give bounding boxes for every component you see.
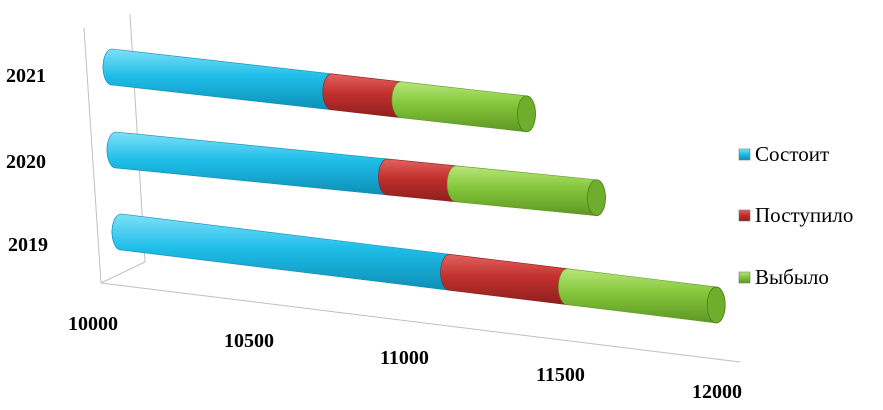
category-row [102,48,536,133]
bar-segment [558,268,726,324]
bar-segment [111,213,459,291]
x-axis-ticks: 10000 10500 11000 11500 12000 [68,313,742,403]
legend-label: Поступило [755,203,853,227]
legend-label: Состоит [755,142,829,166]
bar-segment [106,131,397,196]
bars-layer [102,48,726,324]
x-tick-label: 12000 [692,381,742,403]
bar-segment [391,81,536,133]
legend: Состоит Поступило Выбыло [738,142,853,289]
bar-segment [440,253,577,306]
y-tick-label: 2021 [6,65,46,87]
y-tick-label: 2019 [8,234,48,256]
category-row [111,213,726,324]
y-tick-label: 2020 [6,151,46,173]
x-tick-label: 10000 [68,313,118,335]
bar-segment [102,48,342,111]
category-row [106,131,606,217]
y-axis-ticks: 2021 2020 2019 [6,65,48,256]
bar-end-cap [587,179,606,217]
side-vertical-axis [83,27,102,284]
floor-back-edge [100,261,146,284]
legend-swatch [738,271,751,284]
x-tick-label: 11500 [536,364,585,386]
x-tick-label: 11000 [380,347,429,369]
legend-label: Выбыло [755,265,829,289]
bar-segment [446,165,606,217]
x-tick-label: 10500 [224,330,274,352]
bar-end-cap [517,95,536,133]
x-axis-line [100,282,741,363]
legend-swatch [738,148,751,161]
legend-swatch [738,209,751,222]
bar-end-cap [706,286,726,324]
